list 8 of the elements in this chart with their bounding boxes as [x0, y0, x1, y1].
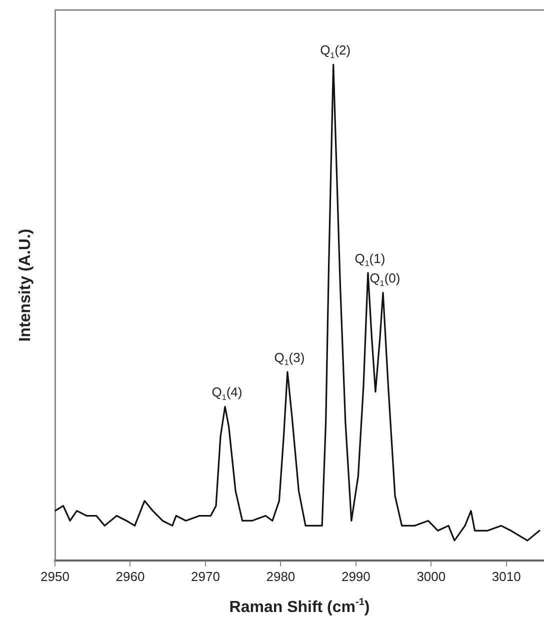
x-tick-label: 3000 [416, 568, 446, 584]
y-axis-title: Intensity (A.U.) [17, 228, 34, 342]
x-tick-label: 2990 [341, 568, 370, 584]
x-tick-label: 2960 [116, 568, 145, 584]
x-tick-label: 2980 [266, 568, 296, 584]
x-tick-label: 2950 [40, 568, 70, 584]
x-tick-label: 3010 [492, 568, 521, 584]
x-tick-label: 2970 [191, 568, 220, 584]
